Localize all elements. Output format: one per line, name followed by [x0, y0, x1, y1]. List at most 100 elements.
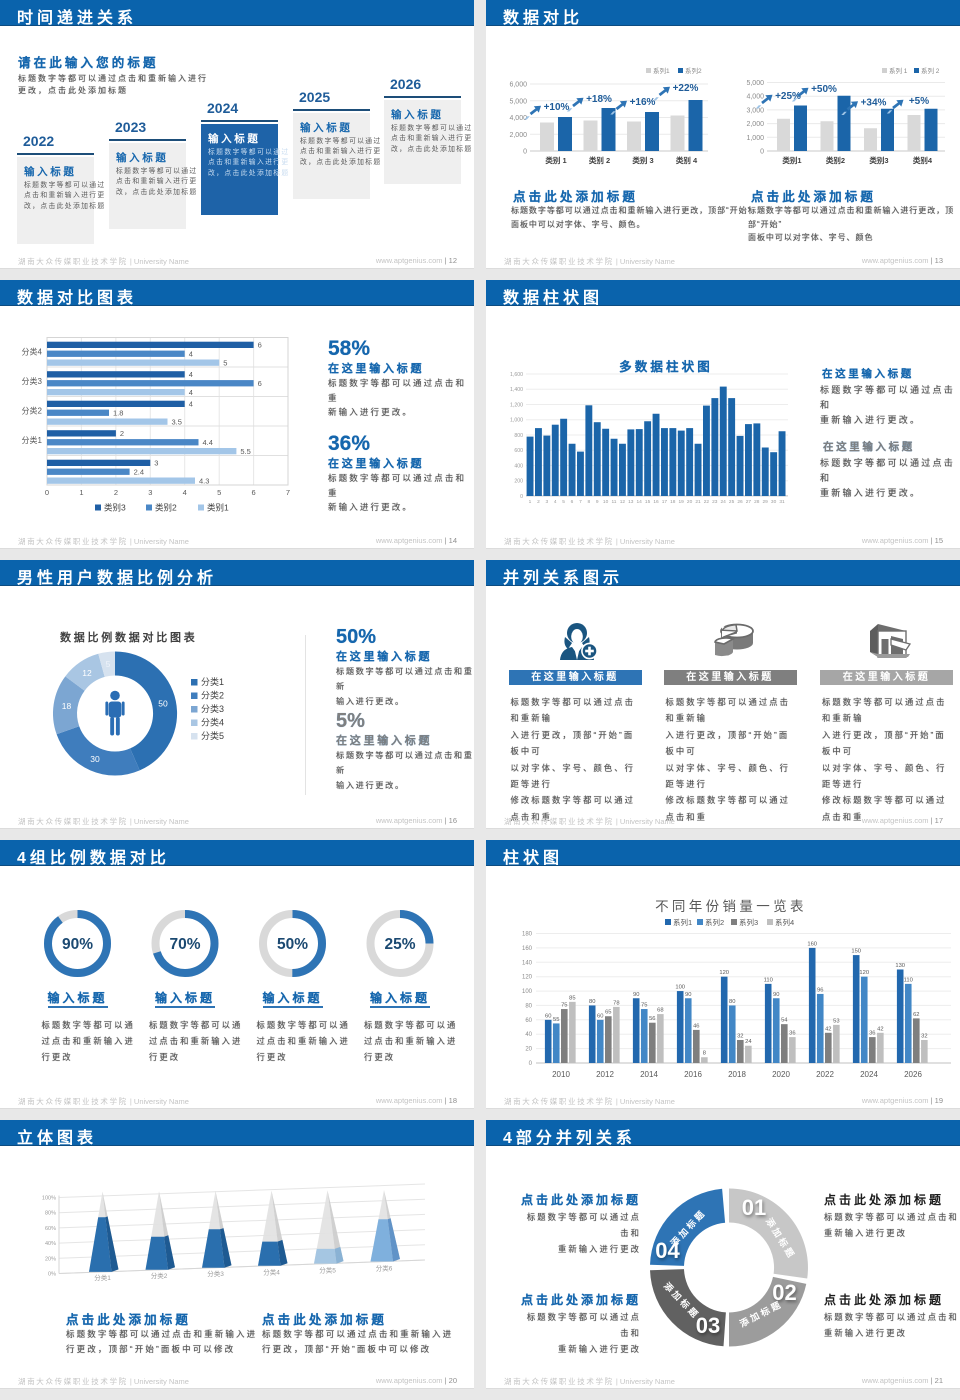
svg-text:120: 120: [859, 970, 869, 976]
svg-text:1,000: 1,000: [746, 135, 764, 142]
svg-text:4,000: 4,000: [746, 94, 764, 101]
svg-text:78: 78: [613, 1000, 619, 1006]
svg-text:+25%: +25%: [775, 91, 801, 102]
svg-text:30: 30: [771, 499, 777, 505]
svg-text:类别 1: 类别 1: [545, 155, 566, 165]
svg-text:5,000: 5,000: [746, 80, 764, 87]
svg-text:10: 10: [603, 499, 609, 505]
svg-text:+10%: +10%: [544, 102, 570, 113]
svg-text:0: 0: [45, 488, 49, 497]
svg-text:2010: 2010: [552, 1070, 570, 1079]
svg-text:23: 23: [712, 499, 718, 505]
svg-text:2024: 2024: [860, 1070, 878, 1079]
svg-text:18: 18: [62, 701, 72, 711]
svg-text:2022: 2022: [816, 1070, 834, 1079]
svg-text:系列 1: 系列 1: [889, 66, 908, 75]
svg-text:分类2: 分类2: [151, 1271, 168, 1280]
svg-text:6: 6: [571, 499, 574, 505]
svg-text:分类4: 分类4: [263, 1267, 280, 1276]
svg-text:分类1: 分类1: [94, 1273, 111, 1282]
svg-text:110: 110: [904, 977, 913, 983]
svg-text:46: 46: [693, 1023, 699, 1029]
svg-text:15: 15: [645, 499, 651, 505]
svg-text:42: 42: [825, 1026, 831, 1032]
svg-text:1,600: 1,600: [510, 372, 523, 378]
svg-text:80%: 80%: [45, 1211, 56, 1217]
svg-text:2,000: 2,000: [509, 132, 527, 139]
svg-text:0: 0: [760, 149, 764, 156]
svg-text:8: 8: [587, 499, 590, 505]
svg-text:2020: 2020: [772, 1070, 790, 1079]
svg-text:5: 5: [223, 358, 227, 367]
svg-text:40%: 40%: [45, 1241, 56, 1247]
svg-text:42: 42: [877, 1026, 883, 1032]
svg-text:2,000: 2,000: [746, 121, 764, 128]
svg-text:+18%: +18%: [586, 94, 612, 105]
svg-text:50: 50: [158, 699, 168, 709]
svg-text:4: 4: [189, 349, 193, 358]
svg-text:5: 5: [217, 488, 221, 497]
svg-text:36: 36: [869, 1031, 875, 1037]
svg-text:80: 80: [589, 999, 595, 1005]
svg-text:类别2: 类别2: [826, 155, 845, 165]
svg-text:25: 25: [729, 499, 735, 505]
svg-text:180: 180: [522, 932, 533, 938]
svg-text:17: 17: [662, 499, 668, 505]
svg-text:2: 2: [114, 488, 118, 497]
svg-text:80: 80: [729, 999, 735, 1005]
svg-text:2026: 2026: [904, 1070, 922, 1079]
svg-text:系列4: 系列4: [775, 917, 794, 927]
svg-text:2: 2: [537, 499, 540, 505]
svg-text:40: 40: [525, 1032, 532, 1038]
svg-text:100: 100: [522, 989, 533, 995]
svg-text:120: 120: [719, 970, 729, 976]
svg-text:28: 28: [754, 499, 760, 505]
svg-text:50%: 50%: [277, 936, 308, 953]
svg-text:+16%: +16%: [630, 97, 656, 108]
svg-text:4: 4: [554, 499, 557, 505]
svg-text:类别1: 类别1: [782, 155, 801, 165]
svg-text:系列2: 系列2: [705, 917, 724, 927]
svg-text:4.3: 4.3: [199, 476, 209, 485]
svg-text:16: 16: [653, 499, 659, 505]
svg-text:+5%: +5%: [909, 96, 929, 107]
svg-text:120: 120: [522, 975, 533, 981]
svg-text:160: 160: [522, 946, 533, 952]
svg-text:53: 53: [833, 1018, 839, 1024]
svg-text:类别1: 类别1: [207, 503, 229, 513]
svg-text:类别4: 类别4: [913, 155, 933, 165]
svg-text:11: 11: [612, 499, 617, 505]
svg-text:150: 150: [851, 949, 861, 955]
svg-text:分类6: 分类6: [376, 1264, 393, 1273]
svg-text:分类2: 分类2: [22, 406, 43, 416]
svg-text:12: 12: [620, 499, 626, 505]
svg-text:9: 9: [596, 499, 599, 505]
svg-text:160: 160: [807, 941, 817, 947]
svg-text:110: 110: [764, 977, 773, 983]
svg-text:21: 21: [695, 499, 701, 505]
svg-text:2.4: 2.4: [134, 467, 144, 476]
svg-text:60: 60: [597, 1013, 603, 1019]
svg-text:系列2: 系列2: [685, 66, 702, 75]
svg-text:2018: 2018: [728, 1070, 746, 1079]
svg-text:系列1: 系列1: [653, 66, 670, 75]
svg-text:24: 24: [721, 499, 727, 505]
svg-text:90: 90: [685, 992, 691, 998]
svg-text:3,000: 3,000: [746, 107, 764, 114]
svg-text:类别3: 类别3: [869, 155, 888, 165]
svg-text:22: 22: [704, 499, 710, 505]
svg-text:0: 0: [523, 149, 527, 156]
svg-text:分类4: 分类4: [22, 347, 43, 357]
svg-text:20%: 20%: [45, 1256, 56, 1262]
svg-text:0%: 0%: [48, 1272, 56, 1278]
svg-text:分类5: 分类5: [319, 1265, 336, 1274]
svg-text:70%: 70%: [169, 936, 200, 953]
svg-text:7: 7: [286, 488, 290, 497]
svg-text:4: 4: [183, 488, 187, 497]
svg-text:20: 20: [525, 1047, 532, 1053]
svg-text:96: 96: [817, 987, 823, 993]
svg-text:4: 4: [189, 370, 193, 379]
svg-text:60: 60: [525, 1018, 532, 1024]
svg-text:2016: 2016: [684, 1070, 702, 1079]
svg-text:8: 8: [703, 1051, 706, 1057]
